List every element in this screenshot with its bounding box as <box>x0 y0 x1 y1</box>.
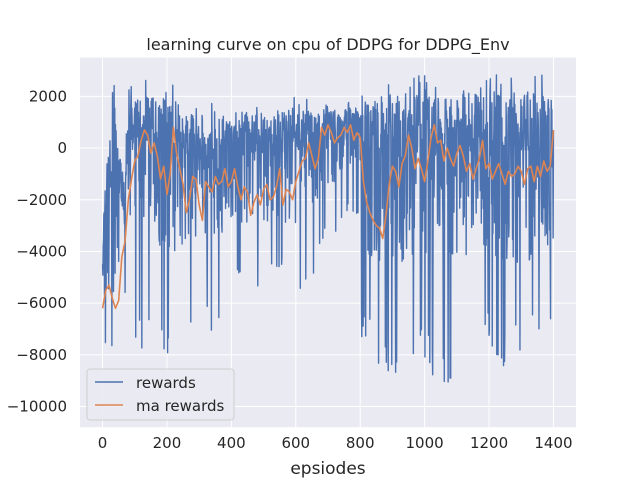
x-axis-ticks: 0 200 400 600 800 1000 1200 1400 <box>98 434 573 452</box>
x-tick-label: 800 <box>346 434 375 452</box>
x-tick-label: 1400 <box>534 434 572 452</box>
x-tick-label: 600 <box>281 434 310 452</box>
series-ma-rewards-line <box>101 124 555 310</box>
legend-box <box>86 368 235 421</box>
legend-label-rewards: rewards <box>136 374 196 392</box>
y-tick-label: −4000 <box>16 242 67 260</box>
y-tick-label: −10000 <box>7 398 67 416</box>
y-tick-label: −6000 <box>16 294 67 312</box>
chart-title: learning curve on cpu of DDPG for DDPG_E… <box>146 35 509 55</box>
x-tick-label: 400 <box>217 434 246 452</box>
y-tick-label: 0 <box>57 139 67 157</box>
legend-label-ma-rewards: ma rewards <box>136 397 225 415</box>
y-tick-label: −2000 <box>16 191 67 209</box>
y-tick-label: 2000 <box>29 87 67 105</box>
x-tick-label: 1000 <box>406 434 444 452</box>
x-axis-label: epsiodes <box>290 459 365 479</box>
x-tick-label: 1200 <box>470 434 508 452</box>
plot-lines <box>101 74 555 383</box>
legend: rewards ma rewards <box>86 368 235 421</box>
y-axis-ticks: −10000 −8000 −6000 −4000 −2000 0 2000 <box>7 87 67 415</box>
series-rewards-line <box>101 74 555 383</box>
y-tick-label: −8000 <box>16 346 67 364</box>
x-tick-label: 0 <box>98 434 108 452</box>
x-tick-label: 200 <box>153 434 182 452</box>
